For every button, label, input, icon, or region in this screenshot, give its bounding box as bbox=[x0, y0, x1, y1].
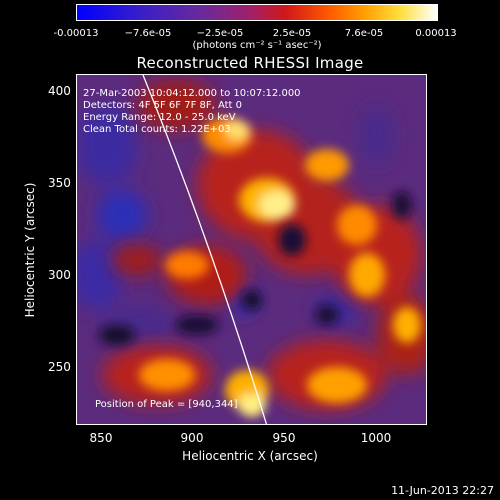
colorbar-tick: -0.00013 bbox=[53, 28, 99, 39]
x-tick: 900 bbox=[180, 431, 204, 445]
y-axis-label: Heliocentric Y (arcsec) bbox=[23, 182, 37, 318]
colorbar-tick: −7.6e-05 bbox=[124, 28, 172, 39]
y-tick: 350 bbox=[48, 176, 71, 190]
x-tick: 1000 bbox=[360, 431, 392, 445]
colorbar bbox=[76, 4, 438, 21]
x-axis-label: Heliocentric X (arcsec) bbox=[182, 449, 318, 463]
colorbar-tick: 0.00013 bbox=[415, 28, 457, 39]
y-tick: 400 bbox=[48, 84, 71, 98]
solar-image bbox=[77, 75, 426, 424]
colorbar-tick: 2.5e-05 bbox=[272, 28, 312, 39]
colorbar-unit: (photons cm⁻² s⁻¹ asec⁻²) bbox=[192, 40, 322, 51]
image-plot: 27-Mar-2003 10:04:12.000 to 10:07:12.000… bbox=[76, 74, 427, 425]
plot-title: Reconstructed RHESSI Image bbox=[136, 54, 364, 72]
x-tick: 850 bbox=[89, 431, 113, 445]
y-tick: 300 bbox=[48, 268, 71, 282]
peak-position: Position of Peak = [940,344] bbox=[95, 399, 238, 410]
timestamp: 11-Jun-2013 22:27 bbox=[391, 484, 494, 497]
x-tick: 950 bbox=[272, 431, 296, 445]
info-energy-range: Energy Range: 12.0 - 25.0 keV bbox=[83, 112, 236, 123]
info-time-range: 27-Mar-2003 10:04:12.000 to 10:07:12.000 bbox=[83, 88, 301, 99]
colorbar-tick: 7.6e-05 bbox=[344, 28, 384, 39]
info-detectors: Detectors: 4F 5F 6F 7F 8F, Att 0 bbox=[83, 100, 243, 111]
info-clean-counts: Clean Total counts: 1.22E+03 bbox=[83, 124, 231, 135]
colorbar-tick: −2.5e-05 bbox=[196, 28, 244, 39]
y-tick: 250 bbox=[48, 360, 71, 374]
